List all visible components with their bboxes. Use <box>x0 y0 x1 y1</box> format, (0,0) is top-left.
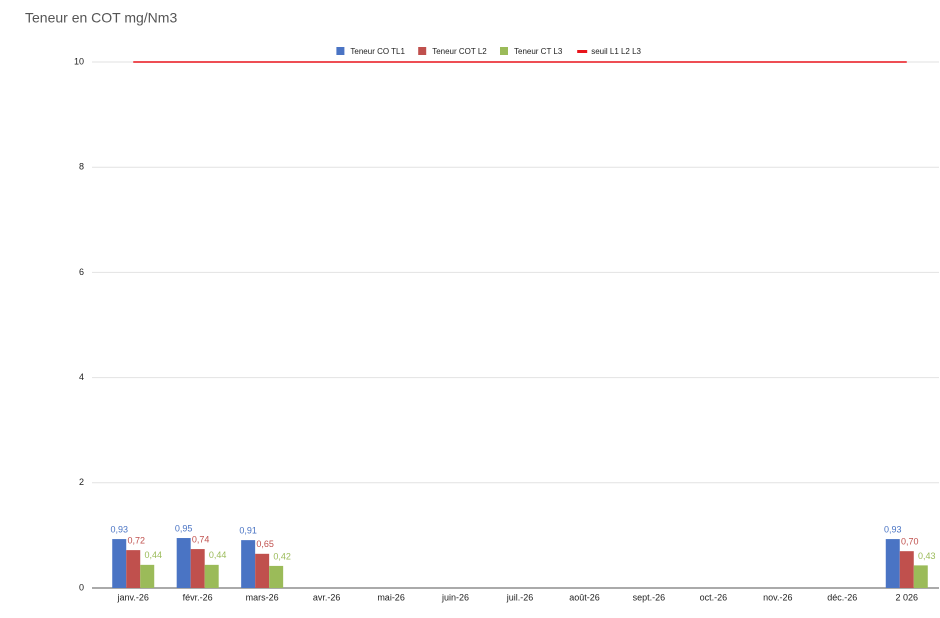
bar <box>176 538 191 588</box>
data-label: 0,43 <box>918 551 936 561</box>
data-label: 0,42 <box>273 551 291 561</box>
bar <box>140 564 155 588</box>
bar <box>241 540 256 588</box>
data-label: 0,74 <box>192 534 210 544</box>
y-tick-label: 6 <box>79 267 84 277</box>
legend-swatch <box>418 47 427 55</box>
chart-title: Teneur en COT mg/Nm3 <box>25 10 177 26</box>
data-label: 0,44 <box>209 550 227 560</box>
x-tick-label: janv.-26 <box>117 592 149 602</box>
bar <box>913 565 928 588</box>
data-label: 0,95 <box>175 523 193 533</box>
x-tick-label: juil.-26 <box>506 592 534 602</box>
bar <box>885 539 900 588</box>
bar <box>255 553 270 588</box>
bar <box>190 549 205 588</box>
data-label: 0,44 <box>144 550 162 560</box>
x-tick-label: avr.-26 <box>313 592 341 602</box>
legend-label: Teneur CT L3 <box>514 47 563 56</box>
legend-label: seuil L1 L2 L3 <box>591 47 641 56</box>
data-label: 0,70 <box>901 537 919 547</box>
legend-swatch <box>500 47 508 55</box>
y-tick-label: 0 <box>79 582 84 592</box>
bar <box>899 551 914 588</box>
data-label: 0,91 <box>239 526 257 536</box>
x-tick-label: mai-26 <box>377 592 405 602</box>
bar <box>112 539 127 588</box>
x-tick-label: août-26 <box>569 592 600 602</box>
x-tick-label: 2 026 <box>896 592 919 602</box>
y-tick-label: 10 <box>74 56 84 66</box>
y-tick-label: 2 <box>79 477 84 487</box>
data-label: 0,72 <box>127 536 145 546</box>
data-label: 0,93 <box>884 524 902 534</box>
x-tick-label: mars-26 <box>246 592 279 602</box>
y-tick-label: 4 <box>79 372 84 382</box>
bar <box>204 564 219 588</box>
legend-swatch <box>577 50 588 53</box>
x-tick-label: sept.-26 <box>633 592 666 602</box>
x-tick-label: déc.-26 <box>827 592 857 602</box>
legend-label: Teneur CO TL1 <box>350 47 405 56</box>
x-tick-label: nov.-26 <box>763 592 792 602</box>
data-label: 0,93 <box>110 524 128 534</box>
x-tick-label: oct.-26 <box>700 592 728 602</box>
legend-label: Teneur COT L2 <box>432 47 487 56</box>
y-tick-label: 8 <box>79 162 84 172</box>
x-tick-label: févr.-26 <box>183 592 213 602</box>
bar <box>269 565 284 588</box>
bar <box>126 550 141 588</box>
legend-swatch <box>336 47 345 55</box>
x-tick-label: juin-26 <box>441 592 469 602</box>
data-label: 0,65 <box>256 539 274 549</box>
